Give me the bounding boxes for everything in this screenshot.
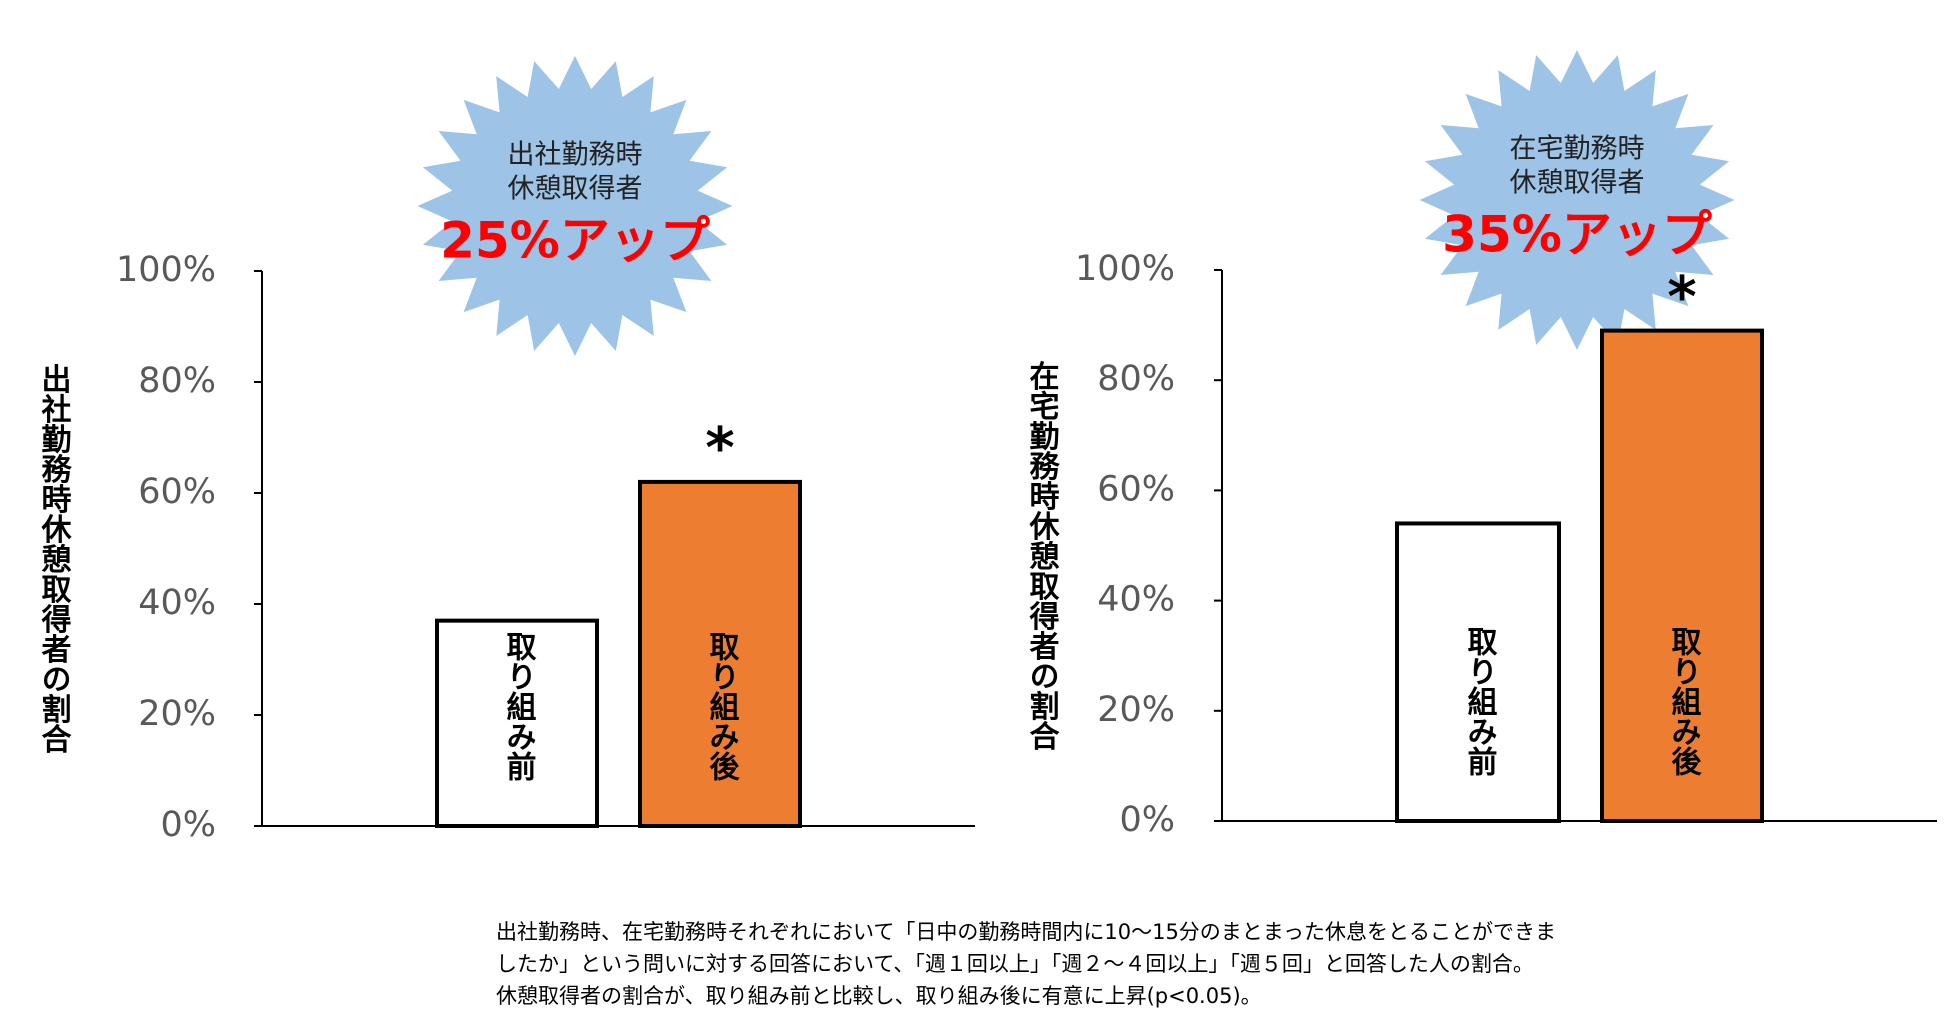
bar-label: 取り組み後 xyxy=(704,631,740,781)
y-tick-label: 60% xyxy=(138,472,216,512)
badge-text: 休憩取得者 xyxy=(1510,168,1645,199)
badge-text: 在宅勤務時 xyxy=(1510,134,1645,165)
bar xyxy=(1395,521,1561,824)
y-axis-title: 在宅勤務時休憩取得者の割合 xyxy=(1024,361,1061,751)
footnote-line: 休憩取得者の割合が、取り組み前と比較し、取り組み後に有意に上昇(p<0.05)。 xyxy=(496,984,1262,1008)
y-tick-label: 0% xyxy=(1119,800,1175,840)
y-tick-label: 60% xyxy=(1097,469,1175,509)
bar xyxy=(638,479,802,828)
y-tick-label: 100% xyxy=(116,250,216,290)
badge-text: 出社勤務時 xyxy=(508,140,643,171)
y-tick-label: 100% xyxy=(1075,249,1175,289)
bar-label: 取り組み前 xyxy=(1462,626,1498,776)
footnote-line: したか」という問いに対する回答において、「週１回以上」「週２〜４回以上」「週５回… xyxy=(496,952,1534,976)
bar xyxy=(1600,328,1764,823)
badge-text: 休憩取得者 xyxy=(508,174,643,205)
footnote-line: 出社勤務時、在宅勤務時それぞれにおいて「日中の勤務時間内に10〜15分のまとまっ… xyxy=(496,920,1556,944)
badge xyxy=(417,56,733,356)
y-axis-title: 出社勤務時休憩取得者の割合 xyxy=(36,364,73,754)
y-tick-label: 40% xyxy=(1097,580,1175,620)
bar-label: 取り組み後 xyxy=(1666,626,1702,776)
badge xyxy=(1419,50,1735,350)
y-tick-label: 0% xyxy=(160,805,216,845)
y-tick-label: 20% xyxy=(138,694,216,734)
y-tick-label: 40% xyxy=(138,583,216,623)
significance-marker: * xyxy=(705,416,734,481)
significance-marker: * xyxy=(1667,265,1696,330)
y-tick-label: 20% xyxy=(1097,690,1175,730)
bar-label: 取り組み前 xyxy=(501,631,537,781)
y-tick-label: 80% xyxy=(1097,359,1175,399)
badge-highlight: 25%アップ xyxy=(440,212,710,270)
badge-highlight: 35%アップ xyxy=(1442,206,1712,264)
y-tick-label: 80% xyxy=(138,361,216,401)
